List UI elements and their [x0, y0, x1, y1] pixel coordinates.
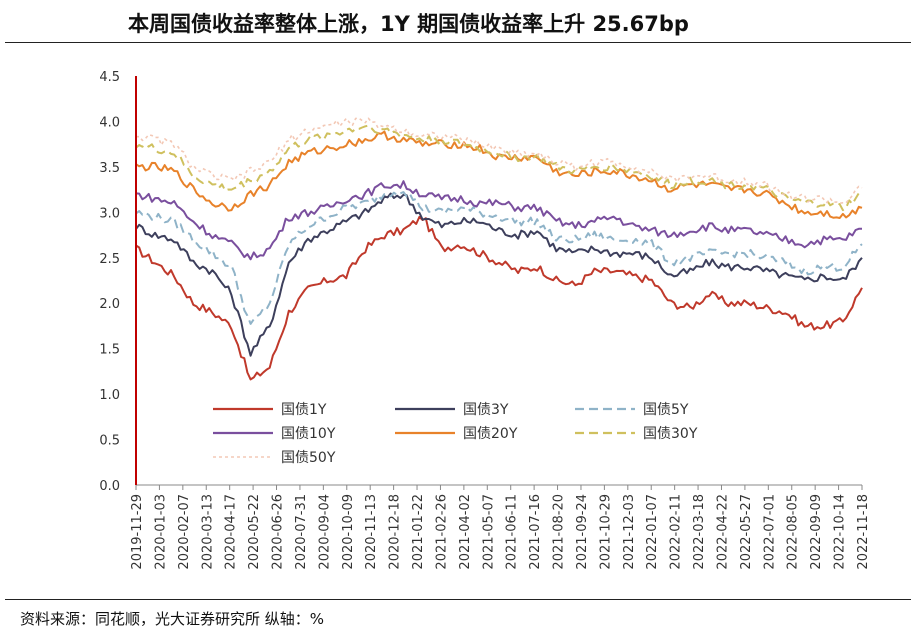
x-tick-label: 2021-01-22 [411, 494, 426, 570]
x-tick-label: 2020-06-26 [271, 494, 286, 570]
y-tick-label: 0.0 [99, 479, 120, 494]
x-tick-label: 2022-04-22 [715, 494, 730, 570]
y-tick-label: 4.5 [99, 70, 120, 85]
x-tick-label: 2020-11-13 [364, 494, 379, 570]
y-tick-label: 3.0 [99, 206, 120, 221]
x-tick-label: 2022-02-11 [669, 494, 684, 570]
x-tick-label: 2021-07-16 [528, 494, 543, 570]
legend-label-50Y: 国债50Y [281, 450, 336, 466]
x-tick-label: 2022-01-07 [645, 494, 660, 570]
series-line-20Y [135, 130, 863, 219]
x-tick-label: 2022-05-27 [739, 494, 754, 570]
x-tick-label: 2021-09-24 [575, 494, 590, 570]
series-line-3Y [135, 192, 863, 357]
footer-divider [5, 599, 911, 600]
x-tick-label: 2022-08-05 [786, 494, 801, 570]
y-tick-label: 4.0 [99, 115, 120, 130]
x-tick-label: 2022-03-18 [692, 494, 707, 570]
x-tick-label: 2020-07-31 [294, 494, 309, 570]
x-tick-label: 2022-07-01 [762, 494, 777, 570]
x-tick-label: 2022-11-18 [856, 494, 871, 570]
x-tick-label: 2020-10-09 [341, 494, 356, 570]
y-tick-label: 1.5 [99, 343, 120, 358]
x-tick-label: 2019-11-29 [130, 494, 145, 570]
y-tick-label: 3.5 [99, 161, 120, 176]
legend-label-3Y: 国债3Y [463, 402, 509, 418]
series-line-30Y [135, 124, 863, 212]
legend-label-20Y: 国债20Y [463, 426, 518, 442]
x-tick-label: 2021-04-02 [458, 494, 473, 570]
x-tick-label: 2021-08-20 [552, 494, 567, 570]
x-tick-label: 2021-10-29 [598, 494, 613, 570]
legend-label-1Y: 国债1Y [281, 402, 327, 418]
x-tick-label: 2021-02-26 [434, 494, 449, 570]
legend-label-30Y: 国债30Y [643, 426, 698, 442]
x-tick-label: 2020-02-07 [177, 494, 192, 570]
x-tick-label: 2021-06-11 [505, 494, 520, 570]
legend-label-10Y: 国债10Y [281, 426, 336, 442]
series-line-1Y [135, 215, 863, 381]
y-tick-label: 0.5 [99, 434, 120, 449]
series-line-50Y [136, 117, 863, 204]
x-tick-label: 2021-05-07 [481, 494, 496, 570]
legend-label-5Y: 国债5Y [643, 402, 689, 418]
x-tick-label: 2020-03-13 [200, 494, 215, 570]
y-tick-label: 2.0 [99, 297, 120, 312]
chart-title: 本周国债收益率整体上涨，1Y 期国债收益率上升 25.67bp [128, 12, 689, 36]
y-tick-label: 2.5 [99, 252, 120, 267]
series-line-10Y [135, 180, 863, 261]
source-note: 资料来源：同花顺，光大证券研究所 纵轴：% [20, 610, 325, 628]
x-tick-label: 2022-09-09 [809, 494, 824, 570]
x-tick-label: 2020-01-03 [153, 494, 168, 570]
x-tick-label: 2021-12-03 [622, 494, 637, 570]
line-chart: 4.5 4.0 3.5 3.0 2.5 2.0 1.5 1.0 0.5 0.0 2019-11-29… [99, 70, 871, 570]
title-divider [5, 42, 911, 43]
x-tick-label: 2020-04-17 [224, 494, 239, 570]
y-tick-label: 1.0 [99, 388, 120, 403]
x-tick-label: 2020-05-22 [247, 494, 262, 570]
x-tick-label: 2022-10-14 [833, 494, 848, 570]
x-tick-label: 2020-09-04 [317, 494, 332, 570]
x-tick-label: 2020-12-18 [388, 494, 403, 570]
